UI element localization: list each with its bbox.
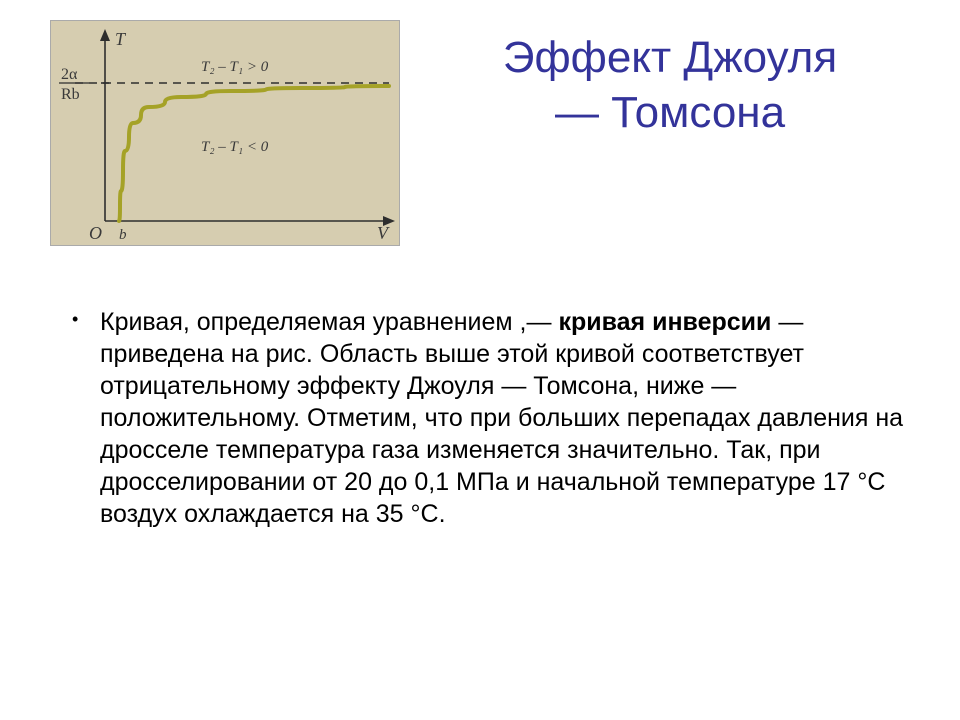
- svg-text:Rb: Rb: [61, 86, 80, 103]
- svg-text:O: O: [89, 223, 102, 243]
- svg-text:T₂ – T₁ > 0: T₂ – T₁ > 0: [201, 59, 269, 75]
- title-line1: Эффект Джоуля: [503, 33, 837, 82]
- body-paragraph: Кривая, определяемая уравнением ,— крива…: [100, 306, 910, 530]
- chart-svg: TVOb2αRbT₂ – T₁ > 0T₂ – T₁ < 0: [51, 21, 400, 246]
- svg-text:T₂ – T₁ < 0: T₂ – T₁ < 0: [201, 139, 269, 155]
- slide: TVOb2αRbT₂ – T₁ > 0T₂ – T₁ < 0 Эффект Дж…: [0, 0, 960, 720]
- body-bold: кривая инверсии: [558, 308, 771, 336]
- body-rest: — приведена на рис. Область выше этой кр…: [100, 308, 903, 528]
- body-prefix: Кривая, определяемая уравнением ,—: [100, 308, 558, 336]
- title-text: Эффект Джоуля — Томсона: [430, 30, 910, 140]
- svg-text:b: b: [119, 227, 127, 243]
- slide-title: Эффект Джоуля — Томсона: [430, 20, 910, 140]
- inversion-curve-figure: TVOb2αRbT₂ – T₁ > 0T₂ – T₁ < 0: [50, 20, 400, 246]
- svg-text:2α: 2α: [61, 66, 78, 83]
- title-line2: — Томсона: [555, 88, 785, 137]
- top-row: TVOb2αRbT₂ – T₁ > 0T₂ – T₁ < 0 Эффект Дж…: [50, 20, 910, 246]
- body-bullets: Кривая, определяемая уравнением ,— крива…: [50, 306, 910, 530]
